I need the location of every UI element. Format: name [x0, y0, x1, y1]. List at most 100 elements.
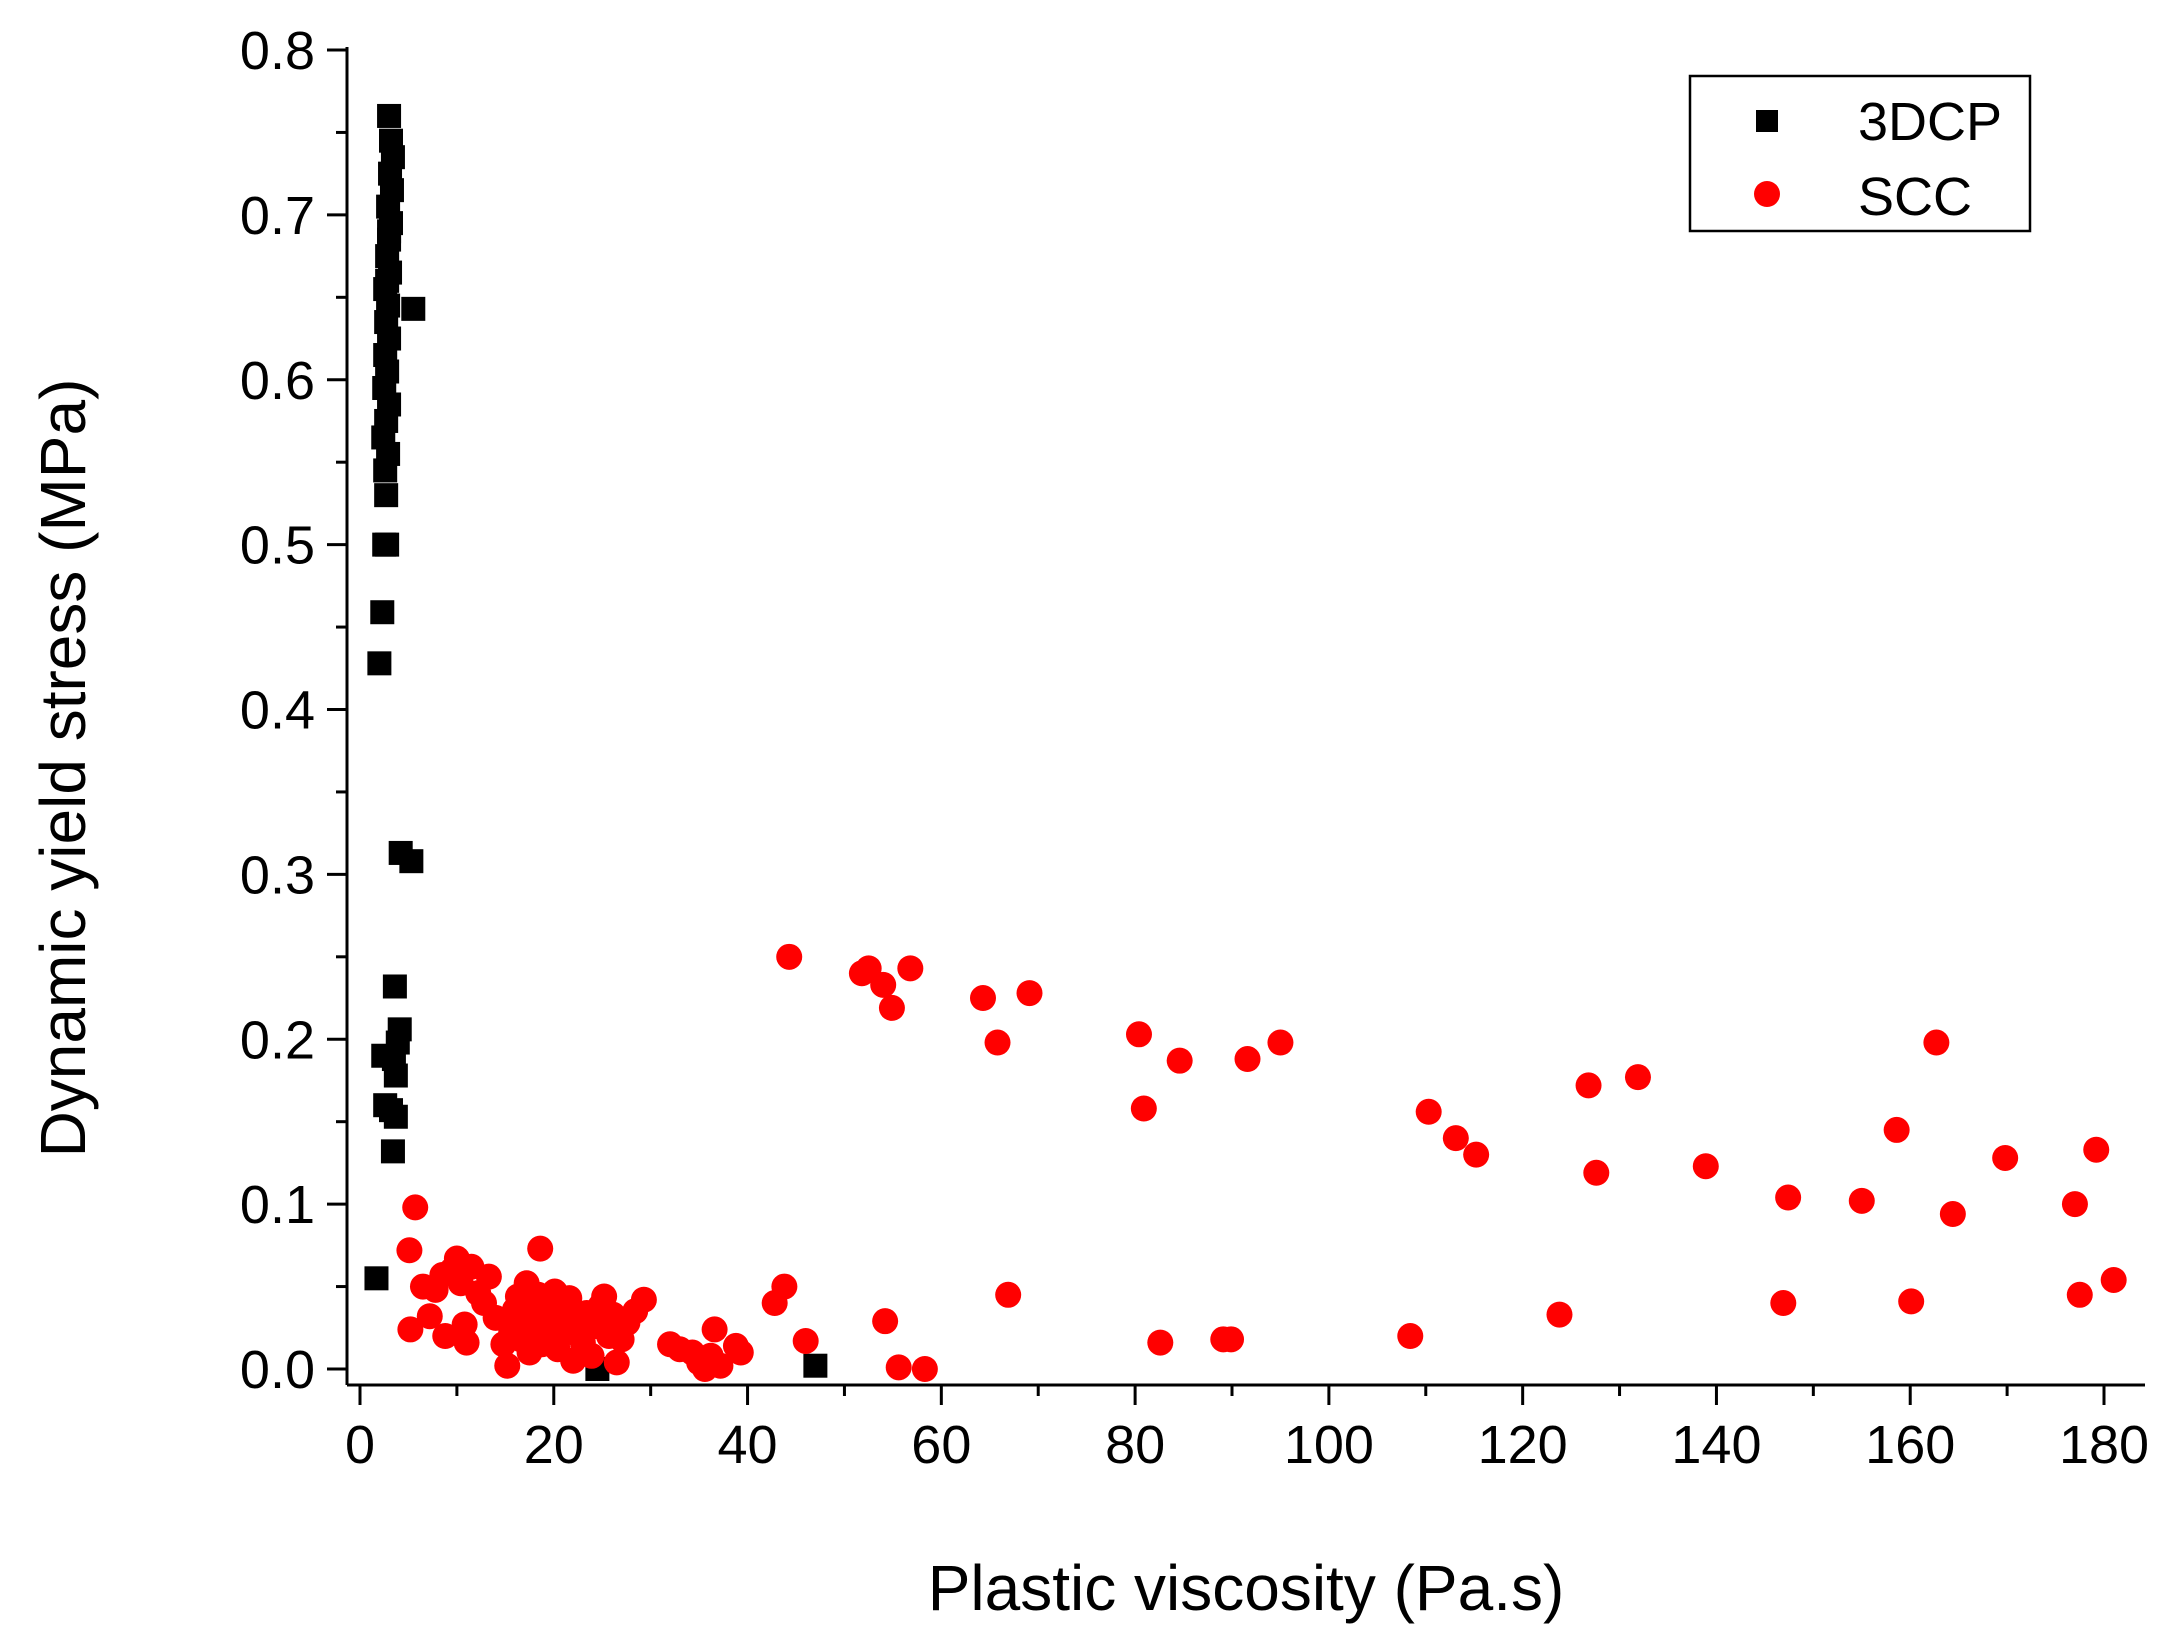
point-scc: [1575, 1072, 1602, 1099]
x-tick-label: 100: [1284, 1415, 1374, 1475]
series-scc: [396, 943, 2127, 1382]
legend-marker-3dcp: [1756, 110, 1778, 132]
point-scc: [1267, 1029, 1294, 1056]
point-scc: [603, 1349, 630, 1376]
point-scc: [630, 1286, 657, 1313]
x-tick-label: 20: [524, 1415, 584, 1475]
point-scc: [1883, 1116, 1910, 1143]
x-tick-label: 160: [1865, 1415, 1955, 1475]
legend: 3DCP SCC: [1688, 74, 2032, 233]
x-tick-label: 0: [345, 1415, 375, 1475]
point-scc: [1166, 1047, 1193, 1074]
point-scc: [1147, 1329, 1174, 1356]
point-scc: [1463, 1141, 1490, 1168]
x-tick-label: 60: [911, 1415, 971, 1475]
point-scc: [1583, 1159, 1610, 1186]
y-axis-title: Dynamic yield stress (MPa): [27, 379, 99, 1158]
point-scc: [1130, 1095, 1157, 1122]
point-3dcp: [367, 651, 392, 676]
point-scc: [556, 1285, 583, 1312]
point-scc: [1234, 1046, 1261, 1073]
point-scc: [897, 955, 924, 982]
point-scc: [453, 1329, 480, 1356]
axes: 0.0 0.1 0.2 0.3 0.4 0.5 0.6 0.7 0.8 0 20 40 60 80 100 1…: [240, 21, 2149, 1475]
point-scc: [475, 1263, 502, 1290]
y-tick-label: 0.6: [240, 351, 315, 411]
point-3dcp: [379, 128, 404, 153]
point-scc: [527, 1235, 554, 1262]
x-tick-label: 180: [2059, 1415, 2149, 1475]
point-scc: [1125, 1021, 1152, 1048]
point-scc: [1624, 1064, 1651, 1091]
point-scc: [872, 1308, 899, 1335]
x-tick-label: 40: [718, 1415, 778, 1475]
point-scc: [776, 943, 803, 970]
y-tick-label: 0.8: [240, 21, 315, 81]
point-3dcp: [383, 1104, 408, 1129]
point-scc: [432, 1323, 459, 1350]
point-3dcp: [399, 849, 424, 874]
point-scc: [1442, 1125, 1469, 1152]
point-scc: [707, 1352, 734, 1379]
point-scc: [397, 1316, 424, 1343]
point-scc: [727, 1339, 754, 1366]
x-tick-label: 80: [1105, 1415, 1165, 1475]
legend-label-3dcp: 3DCP: [1858, 92, 2002, 152]
point-3dcp: [364, 1266, 389, 1291]
point-scc: [1016, 980, 1043, 1007]
point-3dcp: [803, 1353, 828, 1378]
point-scc: [878, 994, 905, 1021]
x-axis-title: Plastic viscosity (Pa.s): [928, 1552, 1565, 1624]
point-3dcp: [380, 1139, 405, 1164]
point-3dcp: [375, 268, 400, 293]
point-scc: [1775, 1184, 1802, 1211]
y-tick-label: 0.2: [240, 1010, 315, 1070]
point-scc: [2083, 1136, 2110, 1163]
point-scc: [1546, 1301, 1573, 1328]
point-3dcp: [374, 483, 399, 508]
x-tick-label: 120: [1478, 1415, 1568, 1475]
point-scc: [911, 1356, 938, 1382]
y-tick-label: 0.5: [240, 516, 315, 576]
point-scc: [969, 985, 996, 1012]
point-scc: [1992, 1144, 2019, 1171]
point-scc: [416, 1303, 443, 1330]
legend-marker-scc: [1754, 181, 1780, 207]
point-scc: [1898, 1288, 1925, 1315]
point-scc: [1218, 1326, 1245, 1353]
point-scc: [995, 1281, 1022, 1308]
y-tick-label: 0.7: [240, 186, 315, 246]
point-scc: [2061, 1191, 2088, 1218]
point-scc: [1770, 1290, 1797, 1317]
point-scc: [771, 1273, 798, 1300]
point-3dcp: [375, 532, 400, 557]
point-scc: [494, 1352, 521, 1379]
y-tick-label: 0.1: [240, 1175, 315, 1235]
point-scc: [2066, 1281, 2093, 1308]
legend-label-scc: SCC: [1858, 167, 1972, 227]
y-tick-label: 0.4: [240, 681, 315, 741]
series-3dcp: [364, 103, 828, 1381]
point-scc: [870, 971, 897, 998]
point-scc: [578, 1342, 605, 1369]
point-scc: [1415, 1098, 1442, 1125]
point-3dcp: [382, 974, 407, 999]
point-3dcp: [377, 219, 402, 244]
point-scc: [396, 1237, 423, 1264]
point-3dcp: [377, 103, 402, 128]
point-scc: [1939, 1201, 1966, 1228]
y-tick-label: 0.0: [240, 1340, 315, 1400]
point-scc: [1397, 1323, 1424, 1350]
point-scc: [1848, 1187, 1875, 1214]
point-3dcp: [401, 296, 426, 321]
point-scc: [402, 1194, 429, 1221]
point-scc: [1923, 1029, 1950, 1056]
point-3dcp: [383, 1063, 408, 1088]
point-scc: [885, 1354, 912, 1381]
point-3dcp: [370, 600, 395, 625]
point-scc: [984, 1029, 1011, 1056]
legend-box: [1688, 74, 2032, 233]
point-scc: [2100, 1266, 2127, 1293]
point-scc: [1692, 1153, 1719, 1180]
